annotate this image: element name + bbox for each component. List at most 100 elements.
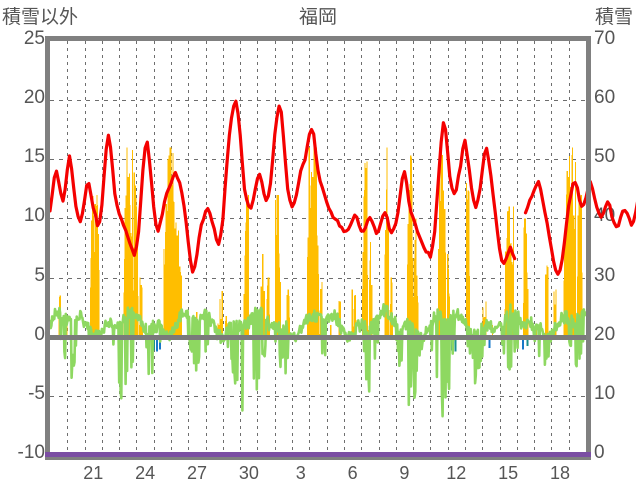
orange-bar — [179, 271, 181, 337]
orange-bar — [447, 269, 449, 337]
orange-bar — [246, 194, 248, 337]
blue-bar — [522, 338, 525, 350]
orange-bar — [262, 253, 264, 337]
right-tick-50: 50 — [594, 146, 616, 168]
orange-bar — [408, 216, 411, 337]
vertical-gridline — [240, 41, 241, 455]
orange-bar — [565, 194, 568, 337]
orange-bar — [465, 182, 468, 337]
orange-bar — [141, 287, 143, 337]
vertical-gridline — [448, 41, 449, 455]
vertical-gridline — [67, 41, 68, 455]
orange-bar — [244, 231, 247, 337]
orange-bar — [175, 267, 178, 337]
vertical-gridline — [396, 41, 397, 455]
orange-bar — [279, 267, 281, 337]
orange-bar — [416, 275, 418, 337]
x-tick-3: 3 — [295, 463, 306, 483]
orange-bar — [163, 282, 166, 337]
orange-bar — [410, 155, 412, 337]
orange-bar — [511, 268, 513, 337]
red-line-series — [48, 99, 636, 276]
orange-bar — [482, 307, 484, 337]
orange-bar — [512, 206, 515, 337]
orange-bar — [391, 282, 393, 337]
orange-bar — [97, 233, 99, 337]
horizontal-gridline — [50, 396, 586, 397]
orange-bar — [581, 272, 583, 337]
vertical-gridline — [534, 41, 535, 455]
orange-bar — [136, 206, 138, 337]
orange-bar — [580, 194, 582, 337]
left-tick--10: -10 — [17, 442, 45, 463]
orange-bar — [127, 188, 129, 337]
orange-bar — [311, 182, 313, 337]
orange-bar — [261, 253, 264, 337]
orange-bar — [58, 318, 60, 337]
orange-bar — [163, 249, 165, 337]
orange-bar — [555, 289, 557, 337]
orange-bar — [417, 302, 419, 337]
vertical-gridline — [292, 41, 293, 455]
orange-bar — [407, 223, 409, 337]
orange-bar — [90, 220, 93, 337]
orange-bar — [176, 235, 178, 337]
orange-bar — [320, 289, 322, 337]
orange-bar — [279, 281, 281, 337]
x-tick-18: 18 — [550, 463, 571, 483]
orange-bar — [364, 162, 366, 337]
left-axis-title: 積雪以外 — [2, 7, 79, 28]
orange-bar — [442, 190, 444, 337]
orange-bar — [288, 296, 290, 337]
orange-bar — [263, 291, 265, 337]
orange-bar — [523, 227, 525, 337]
left-tick-0: 0 — [34, 323, 45, 345]
blue-bar — [158, 338, 161, 350]
orange-bar — [321, 281, 323, 337]
orange-bar — [124, 208, 126, 337]
orange-bar — [286, 295, 288, 337]
zero-reference-line — [50, 334, 586, 340]
orange-bar — [578, 213, 581, 337]
orange-bar — [127, 177, 129, 337]
orange-bar — [443, 213, 445, 337]
orange-bar — [96, 194, 98, 337]
plot-frame-right — [586, 36, 591, 460]
right-tick-30: 30 — [594, 264, 616, 286]
orange-bar — [312, 198, 315, 337]
orange-bar — [90, 257, 92, 337]
orange-bar — [522, 302, 525, 337]
orange-bar — [439, 200, 442, 337]
orange-bar — [509, 251, 512, 337]
orange-bar — [274, 200, 276, 337]
blue-bar — [155, 338, 158, 352]
orange-bar — [351, 289, 353, 337]
orange-bar — [553, 291, 555, 337]
vertical-gridline — [119, 41, 120, 455]
x-tick-9: 9 — [399, 463, 410, 483]
orange-bar — [371, 284, 373, 337]
orange-bar — [172, 153, 174, 337]
left-tick-20: 20 — [23, 87, 45, 109]
orange-bar — [171, 184, 173, 337]
orange-bar — [140, 285, 142, 337]
orange-bar — [526, 272, 528, 337]
right-tick-60: 60 — [594, 87, 616, 109]
orange-bar — [314, 172, 316, 337]
vertical-gridline — [482, 41, 483, 455]
orange-bar — [288, 317, 290, 337]
orange-bar — [247, 206, 249, 337]
orange-bar — [547, 267, 549, 337]
orange-bar — [307, 254, 310, 337]
orange-bars-series — [58, 147, 583, 337]
orange-bar — [170, 147, 172, 337]
red-line — [523, 179, 636, 276]
orange-bar — [411, 258, 414, 337]
orange-bar — [94, 277, 96, 337]
orange-bar — [353, 309, 355, 337]
orange-bar — [546, 288, 549, 337]
vertical-gridline — [102, 41, 103, 455]
orange-bar — [554, 304, 556, 337]
baseline-purple-bar — [45, 452, 591, 457]
orange-bar — [385, 230, 387, 337]
